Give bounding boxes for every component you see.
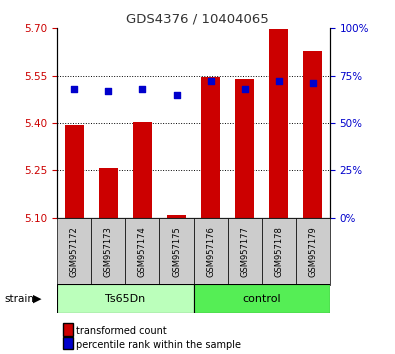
Bar (167, 215, 186, 218)
Text: GSM957179: GSM957179 (308, 226, 317, 277)
Bar (57, 284, 194, 313)
Text: ▶: ▶ (33, 294, 42, 304)
Bar (160, 218, 194, 285)
Bar (57, 218, 91, 285)
Bar (133, 122, 152, 218)
Text: percentile rank within the sample: percentile rank within the sample (76, 339, 241, 350)
Bar (303, 51, 322, 218)
Bar (228, 218, 262, 285)
Bar (296, 218, 330, 285)
Point (310, 80, 316, 86)
Bar (194, 218, 228, 285)
Bar (261, 218, 296, 285)
Text: GSM957175: GSM957175 (172, 226, 181, 277)
Text: GSM957176: GSM957176 (206, 226, 215, 277)
Point (241, 86, 248, 92)
Text: Ts65Dn: Ts65Dn (105, 294, 145, 304)
Bar (194, 284, 330, 313)
Bar (201, 76, 220, 218)
Bar (65, 125, 84, 218)
Bar (126, 218, 160, 285)
Bar (269, 29, 288, 218)
Bar (99, 168, 118, 218)
Text: control: control (243, 294, 281, 304)
Bar (91, 218, 126, 285)
Point (276, 79, 282, 84)
Text: GSM957173: GSM957173 (104, 226, 113, 277)
Bar (235, 79, 254, 218)
Text: GSM957172: GSM957172 (70, 226, 79, 277)
Text: GDS4376 / 10404065: GDS4376 / 10404065 (126, 12, 269, 25)
Point (71, 86, 77, 92)
Point (207, 79, 214, 84)
Text: GSM957174: GSM957174 (138, 226, 147, 277)
Text: strain: strain (4, 294, 34, 304)
Text: GSM957177: GSM957177 (240, 226, 249, 277)
Text: GSM957178: GSM957178 (274, 226, 283, 277)
Point (173, 92, 180, 97)
Point (105, 88, 111, 94)
Point (139, 86, 146, 92)
Text: transformed count: transformed count (76, 326, 167, 336)
